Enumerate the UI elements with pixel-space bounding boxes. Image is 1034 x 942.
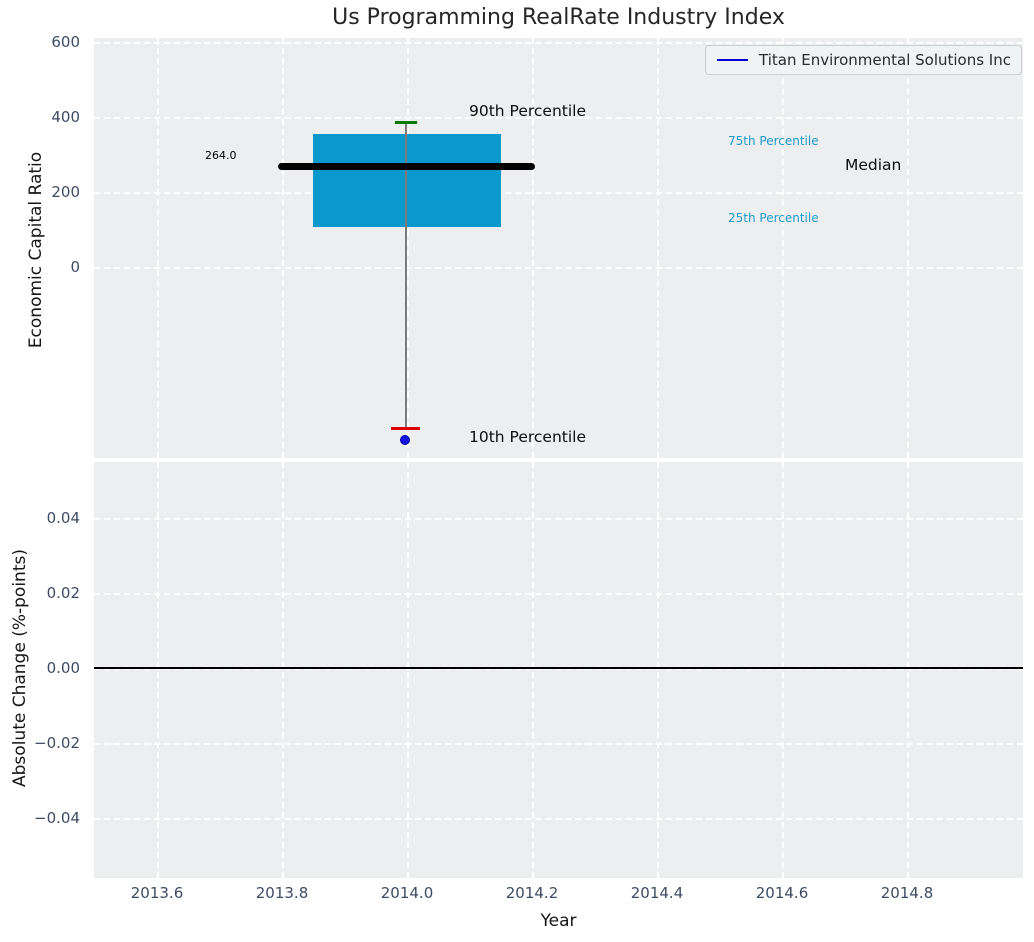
industry-iqr-box	[313, 134, 501, 227]
top-plot-economic-capital-ratio: 264.0 90th Percentile 75th Percentile Me…	[94, 38, 1023, 458]
median-value-label: 264.0	[205, 149, 237, 162]
p75-percentile-label: 75th Percentile	[728, 134, 819, 148]
p25-percentile-label: 25th Percentile	[728, 211, 819, 225]
x-tick-label: 2013.6	[130, 884, 184, 902]
y-tick-label: 0.00	[46, 659, 80, 677]
gridline-vertical	[657, 462, 659, 878]
bottom-plot-absolute-change	[94, 462, 1023, 878]
gridline-horizontal	[94, 818, 1023, 820]
gridline-vertical	[407, 462, 409, 878]
gridline-vertical	[532, 462, 534, 878]
gridline-horizontal	[94, 117, 1023, 119]
gridline-horizontal	[94, 668, 1023, 670]
p90-cap	[395, 121, 417, 125]
gridline-horizontal	[94, 743, 1023, 745]
median-label: Median	[845, 156, 902, 174]
gridline-horizontal	[94, 267, 1023, 269]
y-tick-label: 0.04	[46, 509, 80, 527]
x-tick-label: 2014.0	[380, 884, 434, 902]
gridline-vertical	[782, 38, 784, 458]
p90-percentile-label: 90th Percentile	[469, 102, 587, 120]
gridline-horizontal	[94, 42, 1023, 44]
zero-change-line	[94, 667, 1023, 669]
gridline-vertical	[282, 38, 284, 458]
y-tick-label: 600	[51, 33, 80, 51]
gridline-vertical	[657, 38, 659, 458]
p10-cap	[391, 427, 420, 430]
gridline-vertical	[157, 462, 159, 878]
chart-title: Us Programming RealRate Industry Index	[332, 5, 785, 30]
legend-label: Titan Environmental Solutions Inc	[759, 51, 1011, 69]
whisker-line	[405, 123, 407, 427]
x-tick-label: 2014.2	[505, 884, 559, 902]
median-line	[278, 163, 535, 170]
gridline-vertical	[782, 462, 784, 878]
company-point-marker	[400, 435, 410, 445]
x-tick-label: 2013.8	[255, 884, 309, 902]
y-tick-label: 0	[70, 258, 80, 276]
gridline-horizontal	[94, 518, 1023, 520]
gridline-vertical	[907, 38, 909, 458]
gridline-vertical	[407, 38, 409, 458]
p10-percentile-label: 10th Percentile	[469, 428, 587, 446]
x-tick-label: 2014.4	[630, 884, 684, 902]
legend-line-sample-icon	[717, 58, 748, 62]
y-tick-label: −0.02	[34, 734, 80, 752]
x-tick-label: 2014.8	[880, 884, 934, 902]
y-tick-label: 200	[51, 183, 80, 201]
y-tick-label: −0.04	[34, 809, 80, 827]
gridline-vertical	[907, 462, 909, 878]
gridline-vertical	[532, 38, 534, 458]
legend-box: Titan Environmental Solutions Inc	[705, 45, 1022, 75]
x-tick-label: 2014.6	[755, 884, 809, 902]
gridline-vertical	[282, 462, 284, 878]
gridline-horizontal	[94, 593, 1023, 595]
gridline-horizontal	[94, 192, 1023, 194]
y-tick-label: 0.02	[46, 584, 80, 602]
x-axis-label-year: Year	[540, 911, 577, 931]
y-tick-label: 400	[51, 108, 80, 126]
gridline-vertical	[157, 38, 159, 458]
